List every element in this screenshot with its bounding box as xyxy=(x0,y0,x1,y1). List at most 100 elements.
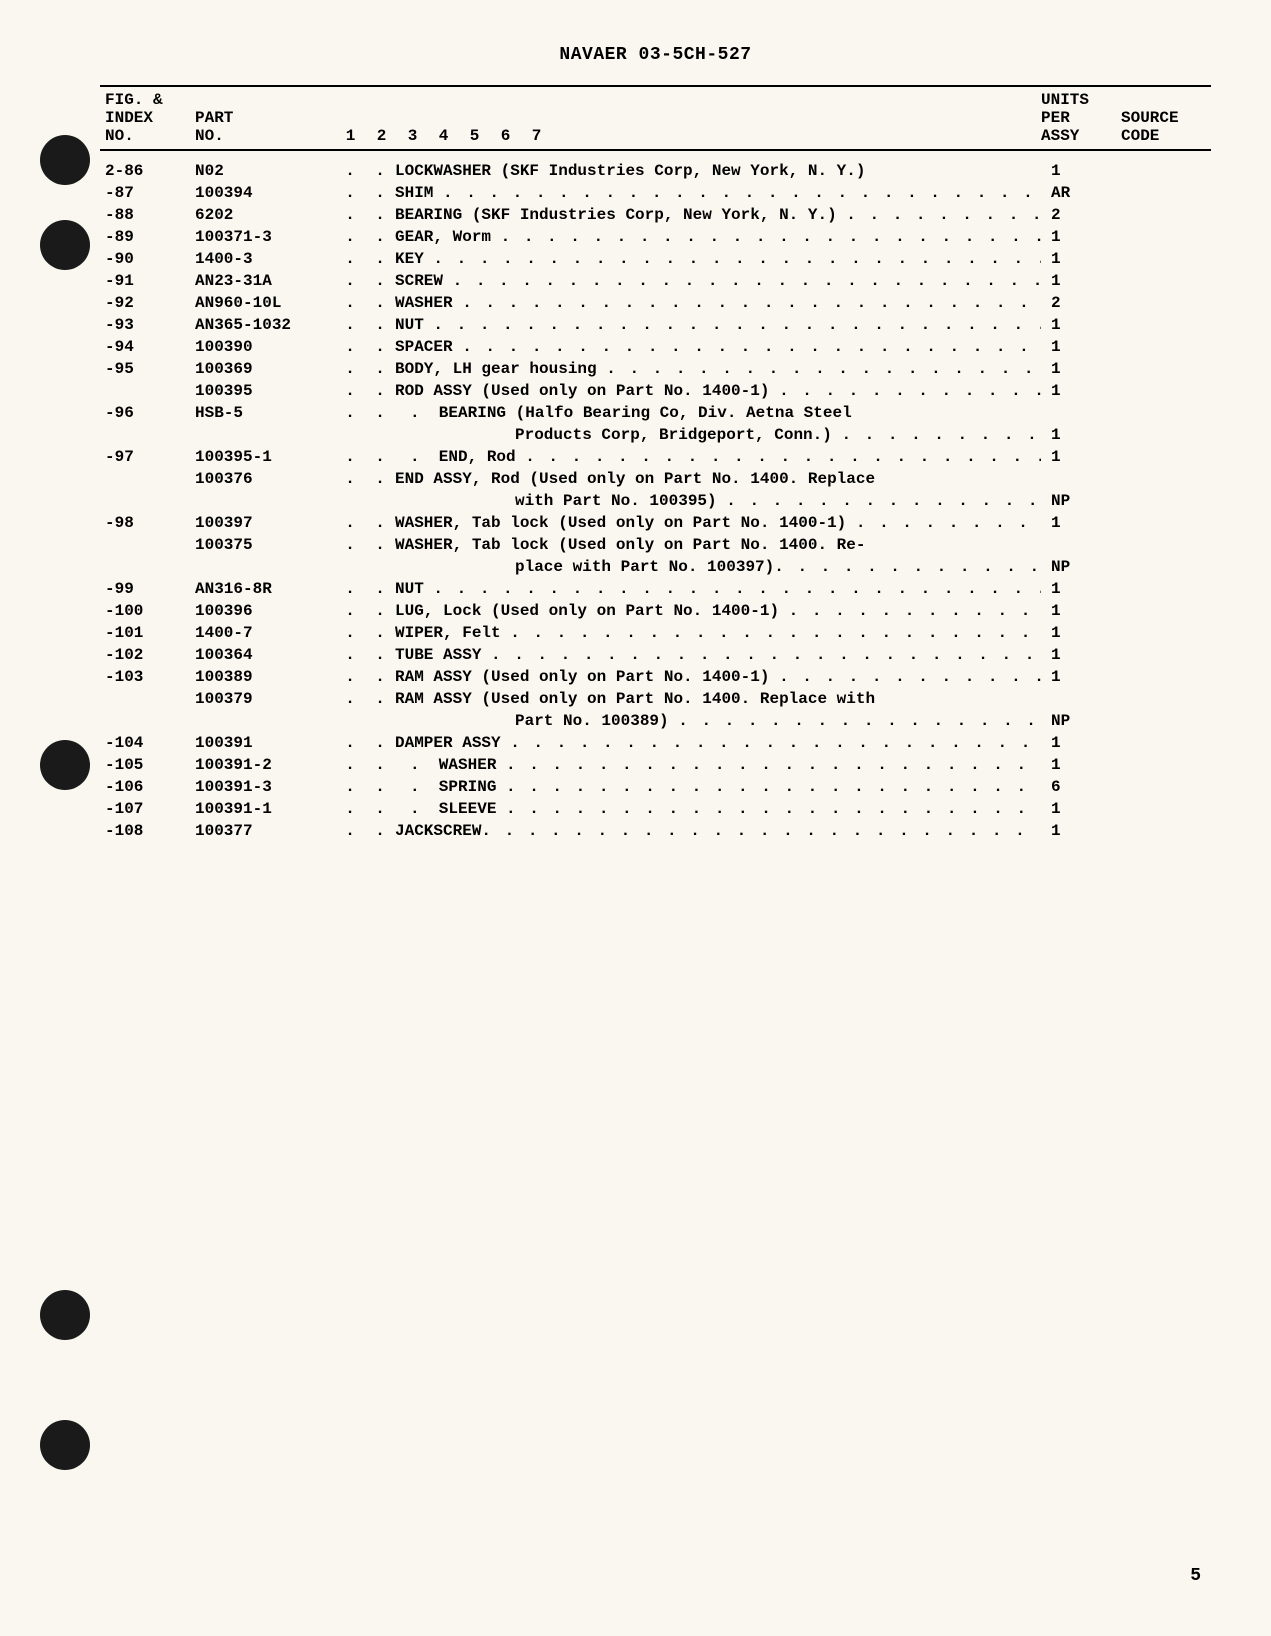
cell-units: 1 xyxy=(1041,359,1121,381)
cell-dot-2: . xyxy=(365,249,395,271)
desc-text: SCREW xyxy=(395,271,453,293)
cell-dot-1: . xyxy=(335,579,365,601)
cell-dot-2: . xyxy=(365,315,395,337)
cell-dot-2: . xyxy=(365,183,395,205)
leader-dots xyxy=(506,777,1041,799)
table-row: -92AN960-10L..WASHER 2 xyxy=(100,293,1211,315)
cell-dot-1: . xyxy=(335,337,365,359)
table-row: -89100371-3..GEAR, Worm 1 xyxy=(100,227,1211,249)
cell-levels: .. xyxy=(335,161,395,183)
leader-dots xyxy=(481,821,1041,843)
cell-dot-2: . xyxy=(365,359,395,381)
table-row: -91AN23-31A..SCREW 1 xyxy=(100,271,1211,293)
cell-units: 1 xyxy=(1041,667,1121,689)
cell-source xyxy=(1121,359,1211,381)
cell-index: -96 xyxy=(100,403,195,425)
cell-dot-1: . xyxy=(335,271,365,293)
table-row: 2-86N02..LOCKWASHER (SKF Industries Corp… xyxy=(100,161,1211,183)
cell-dot-2: . xyxy=(365,513,395,535)
cell-dot-1: . xyxy=(335,183,365,205)
desc-text: place with Part No. 100397) xyxy=(395,557,774,579)
cell-dot-2: . xyxy=(365,755,395,777)
header-units-1: UNITS xyxy=(1041,91,1121,109)
cell-description: WIPER, Felt xyxy=(395,623,1041,645)
cell-units xyxy=(1041,403,1121,425)
cell-description: Products Corp, Bridgeport, Conn.) xyxy=(395,425,1041,447)
cell-dot-2 xyxy=(365,425,395,447)
table-row: with Part No. 100395) NP xyxy=(100,491,1211,513)
table-row: -95100369..BODY, LH gear housing 1 xyxy=(100,359,1211,381)
table-row: -93AN365-1032..NUT 1 xyxy=(100,315,1211,337)
desc-text: LOCKWASHER (SKF Industries Corp, New Yor… xyxy=(395,161,865,183)
cell-description: GEAR, Worm xyxy=(395,227,1041,249)
cell-levels: .. xyxy=(335,667,395,689)
cell-source xyxy=(1121,645,1211,667)
table-row: -107100391-1... SLEEVE 1 xyxy=(100,799,1211,821)
table-row: -106100391-3... SPRING 6 xyxy=(100,777,1211,799)
table-row: -886202..BEARING (SKF Industries Corp, N… xyxy=(100,205,1211,227)
header-level-7: 7 xyxy=(521,127,552,145)
cell-source xyxy=(1121,161,1211,183)
cell-part: AN365-1032 xyxy=(195,315,335,337)
cell-units xyxy=(1041,535,1121,557)
cell-dot-1: . xyxy=(335,447,365,469)
cell-source xyxy=(1121,777,1211,799)
cell-part: 100379 xyxy=(195,689,335,711)
cell-dot-1 xyxy=(335,711,365,733)
cell-part: 100390 xyxy=(195,337,335,359)
desc-text: BODY, LH gear housing xyxy=(395,359,606,381)
table-row: place with Part No. 100397)NP xyxy=(100,557,1211,579)
cell-dot-2: . xyxy=(365,645,395,667)
cell-dot-2: . xyxy=(365,293,395,315)
cell-dot-2: . xyxy=(365,271,395,293)
header-desc-blank xyxy=(555,91,1041,109)
cell-levels: .. xyxy=(335,381,395,403)
leader-dots xyxy=(510,623,1041,645)
cell-index: -97 xyxy=(100,447,195,469)
cell-part: 100371-3 xyxy=(195,227,335,249)
cell-dot-1: . xyxy=(335,601,365,623)
leader-dots xyxy=(779,667,1041,689)
cell-source xyxy=(1121,403,1211,425)
header-level-1: 1 xyxy=(335,127,366,145)
cell-source xyxy=(1121,447,1211,469)
cell-levels: .. xyxy=(335,315,395,337)
cell-dot-1: . xyxy=(335,293,365,315)
desc-text: . END, Rod xyxy=(395,447,525,469)
leader-dots xyxy=(506,799,1041,821)
punch-hole xyxy=(40,220,90,270)
cell-description: WASHER xyxy=(395,293,1041,315)
table-row: Part No. 100389) NP xyxy=(100,711,1211,733)
cell-source xyxy=(1121,623,1211,645)
desc-text: NUT xyxy=(395,315,433,337)
cell-source xyxy=(1121,249,1211,271)
cell-description: ROD ASSY (Used only on Part No. 1400-1) xyxy=(395,381,1041,403)
leader-dots xyxy=(789,601,1041,623)
cell-description: NUT xyxy=(395,579,1041,601)
table-row: -96HSB-5... BEARING (Halfo Bearing Co, D… xyxy=(100,403,1211,425)
cell-levels: .. xyxy=(335,271,395,293)
cell-description: END ASSY, Rod (Used only on Part No. 140… xyxy=(395,469,1041,491)
cell-units: 1 xyxy=(1041,161,1121,183)
cell-index: -89 xyxy=(100,227,195,249)
cell-part: 100394 xyxy=(195,183,335,205)
header-level-6: 6 xyxy=(490,127,521,145)
cell-units xyxy=(1041,469,1121,491)
desc-text: . SPRING xyxy=(395,777,506,799)
cell-source xyxy=(1121,381,1211,403)
cell-index: -102 xyxy=(100,645,195,667)
cell-dot-2: . xyxy=(365,667,395,689)
cell-part: 100391-1 xyxy=(195,799,335,821)
cell-levels: .. xyxy=(335,249,395,271)
cell-description: WASHER, Tab lock (Used only on Part No. … xyxy=(395,535,1041,557)
desc-text: KEY xyxy=(395,249,433,271)
cell-part xyxy=(195,491,335,513)
cell-units: NP xyxy=(1041,711,1121,733)
leader-dots xyxy=(525,447,1041,469)
cell-dot-1 xyxy=(335,557,365,579)
cell-units: 2 xyxy=(1041,293,1121,315)
cell-part: 100376 xyxy=(195,469,335,491)
cell-dot-1: . xyxy=(335,755,365,777)
punch-hole xyxy=(40,135,90,185)
cell-units: 1 xyxy=(1041,799,1121,821)
